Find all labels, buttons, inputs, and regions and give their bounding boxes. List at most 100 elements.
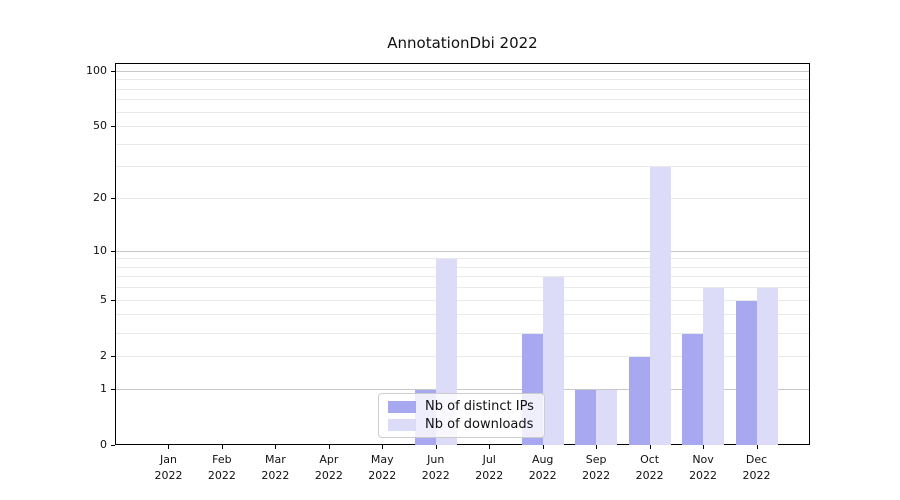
year-label: 2022 — [261, 469, 290, 482]
y-tickmark-10 — [111, 251, 115, 252]
bar-nov-downloads — [703, 288, 725, 445]
gridline-minor-30 — [116, 166, 809, 168]
gridline-minor-3 — [116, 332, 809, 334]
x-tickmark-oct — [649, 445, 651, 449]
y-tick-label-1: 1 — [100, 381, 107, 395]
bar-sep-distinct-ips — [575, 389, 597, 445]
year-label: 2022 — [582, 469, 611, 482]
x-tickmark-feb — [221, 445, 223, 449]
x-tickmark-dec — [756, 445, 758, 449]
y-tick-label-5: 5 — [100, 292, 107, 306]
gridline-minor-9 — [116, 258, 809, 260]
y-tick-label-20: 20 — [93, 191, 107, 205]
x-tick-label-feb: Feb 2022 — [194, 452, 250, 484]
gridline-minor-80 — [116, 88, 809, 90]
x-tickmark-apr — [328, 445, 330, 449]
y-tickmark-100 — [111, 71, 115, 72]
y-tick-label-10: 10 — [93, 243, 107, 257]
legend: Nb of distinct IPs Nb of downloads — [378, 393, 545, 438]
gridline-minor-5 — [116, 299, 809, 301]
month-label: Apr — [319, 453, 339, 466]
x-tick-label-mar: Mar 2022 — [247, 452, 303, 484]
gridline-major-1 — [116, 388, 809, 390]
x-tick-label-aug: Aug 2022 — [515, 452, 571, 484]
gridline-minor-6 — [116, 287, 809, 289]
bar-aug-downloads — [542, 277, 564, 445]
year-label: 2022 — [421, 469, 450, 482]
x-tickmark-jun — [435, 445, 437, 449]
bar-oct-distinct-ips — [628, 356, 650, 445]
month-label: Feb — [212, 453, 232, 466]
gridline-minor-8 — [116, 266, 809, 268]
y-tick-label-100: 100 — [86, 63, 107, 77]
gridline-minor-20 — [116, 198, 809, 200]
y-tick-label-50: 50 — [93, 119, 107, 133]
y-tickmark-5 — [111, 300, 115, 301]
year-label: 2022 — [635, 469, 664, 482]
gridline-minor-7 — [116, 276, 809, 278]
gridline-major-10 — [116, 250, 809, 252]
year-label: 2022 — [207, 469, 236, 482]
x-tickmark-jul — [489, 445, 491, 449]
legend-entry-distinct-ips: Nb of distinct IPs — [388, 399, 535, 414]
legend-label: Nb of downloads — [425, 417, 534, 432]
gridline-minor-4 — [116, 314, 809, 316]
x-tick-label-dec: Dec 2022 — [729, 452, 785, 484]
bar-sep-downloads — [596, 389, 618, 445]
x-tick-label-nov: Nov 2022 — [675, 452, 731, 484]
legend-swatch-distinct-ips — [388, 400, 416, 413]
month-label: Aug — [531, 453, 554, 466]
bar-dec-distinct-ips — [735, 300, 757, 445]
x-tickmark-sep — [596, 445, 598, 449]
x-tickmark-nov — [703, 445, 705, 449]
gridline-minor-90 — [116, 79, 809, 81]
year-label: 2022 — [742, 469, 771, 482]
year-label: 2022 — [154, 469, 183, 482]
y-tickmark-20 — [111, 198, 115, 199]
gridline-minor-40 — [116, 143, 809, 145]
y-tickmark-1 — [111, 389, 115, 390]
year-label: 2022 — [368, 469, 397, 482]
year-label: 2022 — [528, 469, 557, 482]
legend-swatch-downloads — [388, 418, 416, 431]
x-tickmark-jan — [168, 445, 170, 449]
x-tick-label-oct: Oct 2022 — [622, 452, 678, 484]
y-tickmark-2 — [111, 356, 115, 357]
month-label: Jul — [482, 453, 496, 466]
x-tick-label-may: May 2022 — [354, 452, 410, 484]
x-tick-label-jan: Jan 2022 — [140, 452, 196, 484]
bar-oct-downloads — [649, 167, 671, 445]
month-label: May — [370, 453, 394, 466]
y-tickmark-0 — [111, 445, 115, 446]
gridline-minor-50 — [116, 126, 809, 128]
y-tick-label-2: 2 — [100, 348, 107, 362]
legend-label: Nb of distinct IPs — [425, 399, 534, 414]
x-tickmark-may — [382, 445, 384, 449]
year-label: 2022 — [689, 469, 718, 482]
month-label: Sep — [585, 453, 607, 466]
y-tick-label-0: 0 — [100, 438, 107, 451]
month-label: Oct — [640, 453, 660, 466]
bar-dec-downloads — [756, 288, 778, 445]
y-tickmark-50 — [111, 126, 115, 127]
chart-title: AnnotationDbi 2022 — [387, 34, 538, 52]
month-label: Mar — [264, 453, 286, 466]
gridline-minor-2 — [116, 355, 809, 357]
x-tick-label-apr: Apr 2022 — [301, 452, 357, 484]
gridline-minor-60 — [116, 111, 809, 113]
month-label: Jun — [427, 453, 445, 466]
year-label: 2022 — [475, 469, 504, 482]
month-label: Jan — [159, 453, 177, 466]
gridline-minor-70 — [116, 99, 809, 101]
month-label: Dec — [745, 453, 768, 466]
x-tick-label-sep: Sep 2022 — [568, 452, 624, 484]
gridline-major-100 — [116, 70, 809, 72]
x-tick-label-jun: Jun 2022 — [408, 452, 464, 484]
month-label: Nov — [692, 453, 714, 466]
x-tick-label-jul: Jul 2022 — [461, 452, 517, 484]
legend-entry-downloads: Nb of downloads — [388, 417, 535, 432]
plot-area — [115, 63, 810, 445]
x-tickmark-mar — [275, 445, 277, 449]
bar-nov-distinct-ips — [682, 333, 704, 445]
